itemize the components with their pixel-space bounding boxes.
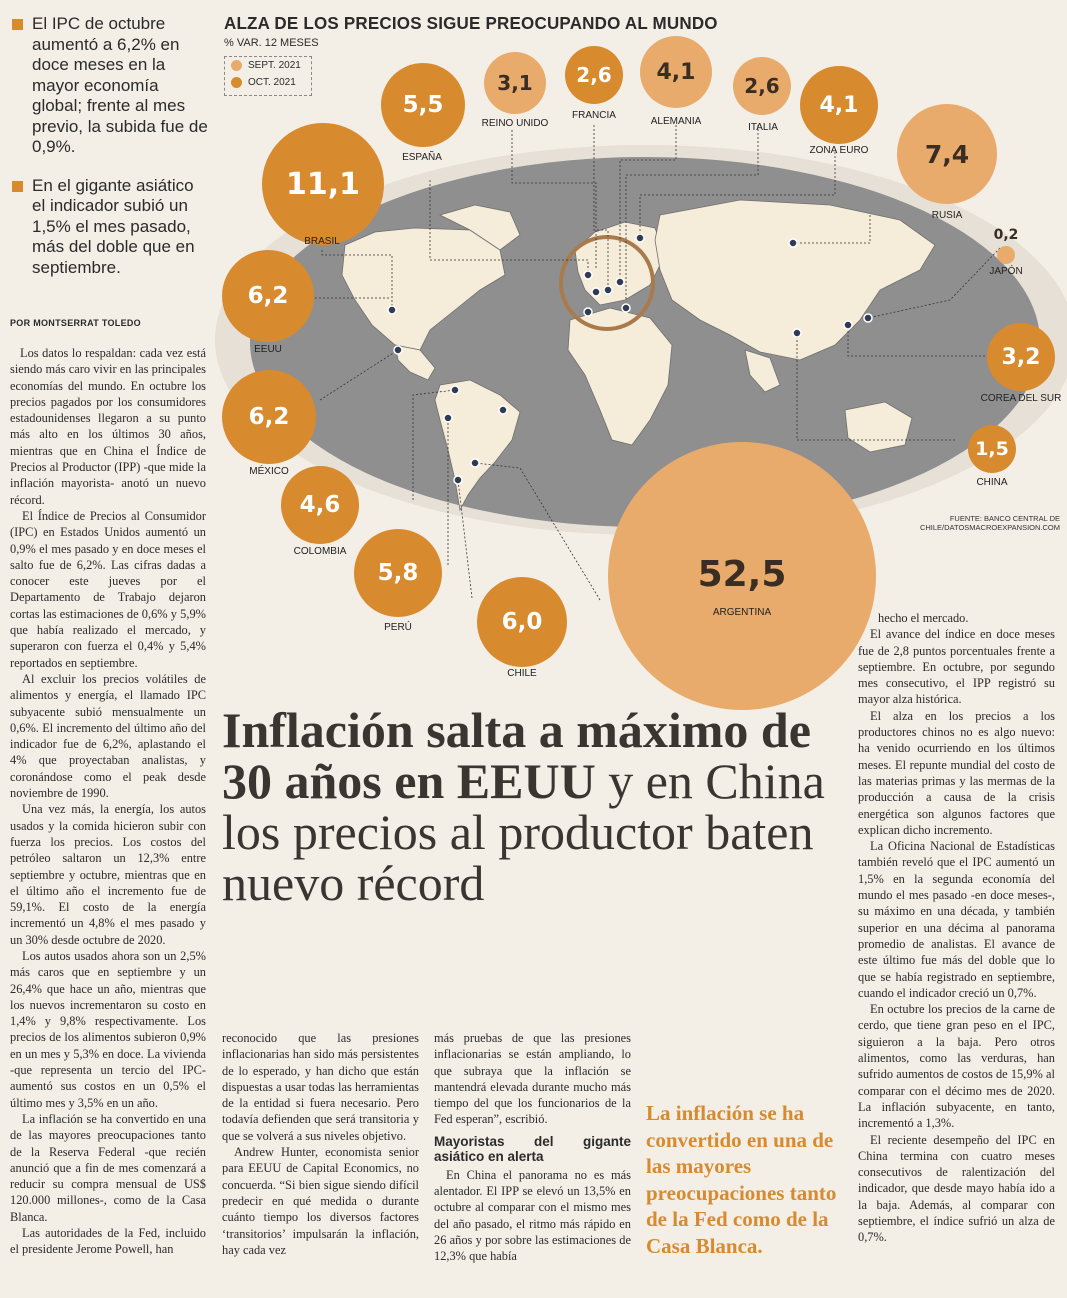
byline: POR MONTSERRAT TOLEDO	[10, 318, 141, 328]
infographic-subtitle: % VAR. 12 MESES	[224, 37, 319, 49]
bubble-japon	[997, 246, 1015, 264]
bubble-peru: 5,8	[354, 529, 442, 617]
paragraph: Las autoridades de la Fed, incluido el p…	[10, 1226, 206, 1257]
bubble-italia: 2,6	[733, 57, 791, 115]
world-map	[215, 125, 1067, 601]
bubble-alemania: 4,1	[640, 36, 712, 108]
legend: SEPT. 2021 OCT. 2021	[224, 56, 312, 96]
bubble-label-mexico: MÉXICO	[249, 466, 289, 477]
pull-quote: La inflación se ha convertido en una de …	[646, 1101, 837, 1258]
bubble-value-argentina: 52,5	[697, 554, 787, 595]
bubble-label-espana: ESPAÑA	[402, 152, 442, 163]
paragraph: reconocido que las presiones inflacionar…	[222, 1031, 419, 1143]
article-column-4: hecho el mercado. El avance del índice e…	[858, 610, 1055, 1246]
bullet-square-icon	[12, 19, 23, 30]
bubble-label-corea-del-sur: COREA DEL SUR	[980, 393, 1062, 404]
article-column-1: Los datos lo respaldan: cada vez está si…	[10, 345, 206, 1258]
bubble-label-zona-euro: ZONA EURO	[809, 145, 869, 156]
bubble-francia: 2,6	[565, 46, 623, 104]
paragraph: En China el panorama no es más alentador…	[434, 1167, 631, 1264]
headline-bold: Inflación salta a máximo de 30 años en E…	[222, 702, 811, 809]
bubble-espana: 5,5	[381, 63, 465, 147]
bubble-label-japon: JAPÓN	[989, 266, 1023, 277]
article-column-3: más pruebas de que las presiones inflaci…	[434, 1030, 631, 1265]
bubble-rusia: 7,4	[897, 104, 997, 204]
paragraph: Los datos lo respaldan: cada vez está si…	[10, 346, 206, 507]
bullet-square-icon	[12, 180, 23, 192]
infographic-title: ALZA DE LOS PRECIOS SIGUE PREOCUPANDO AL…	[224, 13, 718, 34]
summary-bullet-1: El IPC de octubre aumentó a 6,2% en doce…	[10, 14, 210, 158]
bubble-eeuu: 6,2	[222, 250, 314, 342]
paragraph: El reciente desempeño del IPC en China t…	[858, 1132, 1055, 1245]
paragraph: En octubre los precios de la carne de ce…	[858, 1002, 1055, 1131]
headline-light-2: los precios al productor baten nuevo réc…	[222, 804, 814, 911]
subheading: Mayoristas del gigante asiático en alert…	[434, 1133, 631, 1164]
paragraph: Andrew Hunter, economista senior para EE…	[222, 1145, 419, 1257]
bubble-chile: 6,0	[477, 577, 567, 667]
legend-swatch	[231, 60, 242, 71]
bubble-label-alemania: ALEMANIA	[650, 116, 702, 127]
bubble-label-peru: PERÚ	[384, 622, 412, 633]
bubble-brasil: 11,1	[262, 123, 384, 245]
summary-bullet-2: En el gigante asiático el indicador subi…	[10, 176, 210, 279]
bubble-label-italia: ITALIA	[748, 122, 778, 133]
bubble-label-brasil: BRASIL	[304, 236, 340, 247]
bubble-label-chile: CHILE	[507, 668, 537, 679]
headline: Inflación salta a máximo de 30 años en E…	[222, 705, 852, 909]
paragraph: La inflación se ha convertido en una de …	[10, 1111, 206, 1224]
bubble-colombia: 4,6	[281, 466, 359, 544]
bubble-reino-unido: 3,1	[484, 52, 546, 114]
paragraph: Los autos usados ahora son un 2,5% más c…	[10, 948, 206, 1110]
bubble-argentina: 52,5	[608, 442, 876, 710]
legend-item-sept: SEPT. 2021	[225, 57, 311, 74]
article-column-2: reconocido que las presiones inflacionar…	[222, 1030, 419, 1258]
paragraph: El alza en los precios a los productores…	[858, 708, 1055, 837]
paragraph: más pruebas de que las presiones inflaci…	[434, 1031, 631, 1127]
bubble-label-francia: FRANCIA	[572, 110, 616, 121]
bubble-label-rusia: RUSIA	[931, 210, 963, 221]
bubble-label-reino-unido: REINO UNIDO	[481, 118, 549, 129]
summary-bullets: El IPC de octubre aumentó a 6,2% en doce…	[10, 14, 210, 296]
paragraph: hecho el mercado.	[878, 611, 969, 625]
bubble-value-japon: 0,2	[993, 227, 1019, 243]
paragraph: Una vez más, la energía, los autos usado…	[10, 802, 206, 947]
bubble-china: 1,5	[968, 425, 1016, 473]
bubble-label-china: CHINA	[976, 477, 1008, 488]
legend-swatch	[231, 77, 242, 88]
legend-item-oct: OCT. 2021	[225, 74, 311, 91]
bubble-label-argentina: ARGENTINA	[712, 607, 772, 618]
bubble-corea-del-sur: 3,2	[987, 323, 1055, 391]
bubble-zona-euro: 4,1	[800, 66, 878, 144]
source-note: FUENTE: BANCO CENTRAL DE CHILE/DATOSMACR…	[919, 514, 1060, 532]
headline-light-1: y en China	[595, 753, 825, 809]
bubble-label-eeuu: EEUU	[254, 344, 282, 355]
paragraph: El Índice de Precios al Consumidor (IPC)…	[10, 508, 206, 670]
paragraph: Al excluir los precios volátiles de alim…	[10, 671, 206, 801]
paragraph: El avance del índice en doce meses fue d…	[858, 627, 1055, 707]
bubble-label-colombia: COLOMBIA	[293, 546, 347, 557]
paragraph: La Oficina Nacional de Estadísticas tamb…	[858, 839, 1055, 1000]
bubble-mexico: 6,2	[222, 370, 316, 464]
